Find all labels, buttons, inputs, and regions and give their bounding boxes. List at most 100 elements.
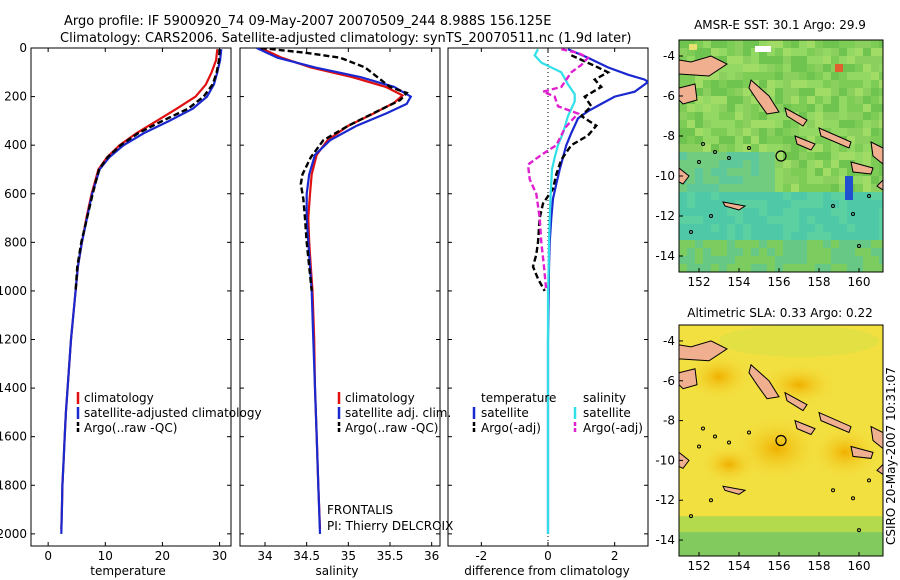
x-tick-label: 34 xyxy=(257,549,272,563)
reef-dot xyxy=(697,444,701,449)
island xyxy=(679,55,728,77)
reef-dot xyxy=(831,204,835,208)
sla-map-title: Altimetric SLA: 0.33 Argo: 0.22 xyxy=(687,306,872,320)
island xyxy=(876,463,883,476)
salinity-panel: 34 34.5 35 35.5 36 xyxy=(239,47,441,563)
x-tick-label: 34.5 xyxy=(293,549,320,563)
sst-map: 152 154 156 158 160 -4 -6 -8 -10 -12 -14 xyxy=(655,39,884,289)
island xyxy=(748,363,780,400)
reef-dot xyxy=(709,214,713,218)
reef-dot xyxy=(857,244,861,248)
x-tick-label: 160 xyxy=(848,559,871,573)
island xyxy=(850,445,874,459)
profile-location-marker xyxy=(775,434,787,447)
y-tick-label: -14 xyxy=(655,533,675,547)
y-tick-label: -4 xyxy=(663,49,675,63)
y-tick-label: -14 xyxy=(655,249,675,263)
island xyxy=(870,141,883,165)
series-line-argo-raw-qc- xyxy=(74,49,221,291)
series-line-salinity-argo-adj- xyxy=(526,48,590,292)
plot-frame xyxy=(239,47,441,547)
reef-dot xyxy=(713,434,717,439)
island xyxy=(722,201,747,211)
y-tick-label: 400 xyxy=(4,138,27,152)
island xyxy=(876,179,883,191)
legend-label-satellite: satellite-adjusted climatology xyxy=(84,406,262,420)
x-tick-label: -2 xyxy=(475,549,487,563)
y-tick-label: -10 xyxy=(655,169,675,183)
series-line-temperature-argo-adj- xyxy=(531,54,611,292)
reef-dot xyxy=(727,440,731,445)
y-tick-label: -8 xyxy=(663,129,675,143)
frontalis-label: FRONTALIS xyxy=(327,503,393,517)
y-tick-label: 1200 xyxy=(0,333,27,347)
map-frame xyxy=(678,324,884,557)
island xyxy=(679,368,698,390)
reef-dot xyxy=(701,142,705,146)
island xyxy=(679,451,690,470)
x-tick-label: 0 xyxy=(44,549,52,563)
x-tick-label: 10 xyxy=(98,549,113,563)
y-tick-label: -12 xyxy=(655,209,675,223)
x-tick-label: 30 xyxy=(212,549,227,563)
x-tick-label: 20 xyxy=(155,549,170,563)
x-tick-label: 156 xyxy=(768,275,791,289)
x-tick-label: 35 xyxy=(341,549,356,563)
timestamp-label: CSIRO 20-May-2007 10:31:07 xyxy=(884,367,898,545)
legend-label-temp-argo: Argo(-adj) xyxy=(481,421,541,435)
y-tick-label: -4 xyxy=(663,334,675,348)
island xyxy=(794,135,816,151)
reef-dot xyxy=(867,478,871,483)
x-tick-label: 0 xyxy=(544,549,552,563)
salinity-legend: climatology satellite adj. clim. Argo(..… xyxy=(337,391,451,435)
y-tick-label: -12 xyxy=(655,493,675,507)
legend-label-satellite: satellite adj. clim. xyxy=(345,406,451,420)
reef-dot xyxy=(713,150,717,154)
y-tick-label: 1800 xyxy=(0,478,27,492)
island xyxy=(784,391,808,412)
island xyxy=(722,485,747,495)
y-tick-label: 800 xyxy=(4,235,27,249)
reef-dot xyxy=(747,430,751,435)
y-tick-label: -10 xyxy=(655,453,675,467)
x-tick-label: 160 xyxy=(848,275,871,289)
island xyxy=(679,83,698,105)
legend-label-temp-satellite: satellite xyxy=(481,406,529,420)
y-tick-label: 1400 xyxy=(0,381,27,395)
series-line-satellite-adjusted-climatology xyxy=(60,49,223,534)
y-tick-label: -6 xyxy=(663,89,675,103)
reef-dot xyxy=(747,146,751,150)
x-tick-label: 154 xyxy=(728,559,751,573)
reef-dot xyxy=(851,212,855,216)
y-tick-label: -6 xyxy=(663,374,675,388)
legend-label-argo: Argo(..raw -QC) xyxy=(84,421,177,435)
legend-title-salinity: salinity xyxy=(583,391,626,405)
legend-label-sal-satellite: satellite xyxy=(583,406,631,420)
difference-panel: -2 0 2 xyxy=(447,47,649,563)
y-tick-label: -8 xyxy=(663,414,675,428)
x-tick-label: 2 xyxy=(611,549,619,563)
pi-label: PI: Thierry DELCROIX xyxy=(327,519,453,533)
sla-map: 152 154 156 158 160 -4 -6 -8 -10 -12 -14 xyxy=(655,324,884,573)
reef-dot xyxy=(697,160,701,164)
reef-dot xyxy=(831,488,835,493)
sst-map-title: AMSR-E SST: 30.1 Argo: 29.9 xyxy=(694,18,866,32)
island xyxy=(748,79,780,115)
x-tick-label: 152 xyxy=(688,559,711,573)
legend-label-climatology: climatology xyxy=(345,391,415,405)
x-tick-label: 158 xyxy=(808,275,831,289)
header-line1: Argo profile: IF 5900920_74 09-May-2007 … xyxy=(64,14,551,29)
header-line2: Climatology: CARS2006. Satellite-adjuste… xyxy=(60,31,632,46)
series-line-satellite-adj-clim- xyxy=(256,48,413,534)
temperature-panel: 0 10 20 30 0 200 400 600 800 1000 1200 1400 1600 1800… xyxy=(0,41,232,563)
island xyxy=(870,425,883,450)
y-tick-label: 200 xyxy=(4,90,27,104)
island xyxy=(850,161,874,175)
reef-dot xyxy=(857,528,861,533)
reef-dot xyxy=(851,496,855,501)
y-tick-label: 0 xyxy=(19,41,27,55)
island xyxy=(784,107,808,127)
x-tick-label: 156 xyxy=(768,559,791,573)
island xyxy=(818,411,852,434)
